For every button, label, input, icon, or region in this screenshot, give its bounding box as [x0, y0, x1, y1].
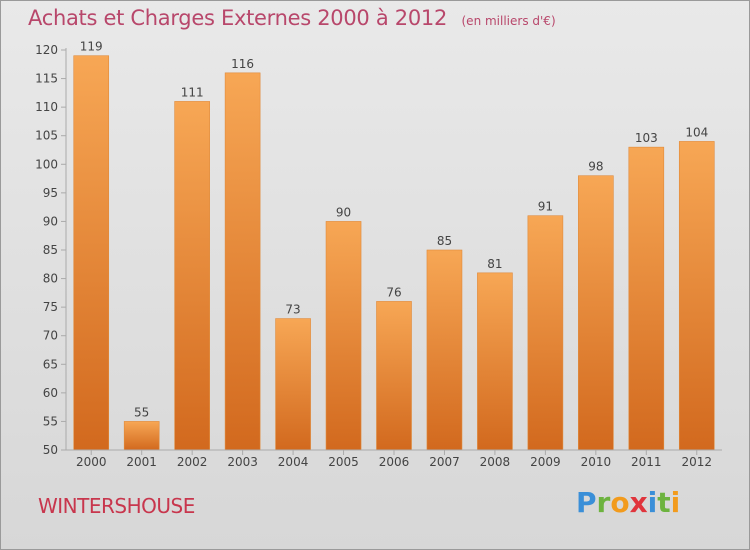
x-tick-label: 2009 [530, 455, 561, 469]
bar-value-label: 55 [134, 405, 149, 419]
brand-letter: t [657, 486, 671, 519]
chart-header: Achats et Charges Externes 2000 à 2012 (… [28, 6, 556, 30]
x-tick-label: 2011 [631, 455, 662, 469]
y-axis: 50 55 60 65 70 75 80 85 90 95 100 105 110 115 120 [35, 43, 67, 457]
y-tick-label: 85 [43, 243, 58, 257]
bar-value-label: 90 [336, 205, 351, 219]
x-tick-label: 2001 [126, 455, 157, 469]
bar-value-label: 91 [538, 200, 553, 214]
y-tick-label: 75 [43, 300, 58, 314]
bar-2004 [275, 318, 311, 451]
x-axis: 2000 2001 2002 2003 2004 2005 2006 2007 2008 2009… [66, 449, 722, 469]
y-tick-label: 95 [43, 186, 58, 200]
x-tick-label: 2006 [379, 455, 410, 469]
y-tick-label: 105 [35, 129, 58, 143]
bar-value-label: 103 [635, 131, 658, 145]
bar-2008 [477, 272, 513, 451]
chart-subtitle: (en milliers d'€) [461, 14, 556, 28]
y-tick-label: 55 [43, 414, 58, 428]
bar-value-label: 116 [231, 57, 254, 71]
x-tick-label: 2004 [278, 455, 309, 469]
bar-2002 [174, 101, 210, 451]
bar-value-label: 85 [437, 234, 452, 248]
bar-2010 [578, 175, 614, 451]
y-tick-label: 80 [43, 272, 58, 286]
bar-2000 [73, 55, 110, 451]
bar-2006 [376, 301, 412, 451]
bar-2003 [224, 72, 261, 451]
y-tick-label: 50 [43, 443, 58, 457]
y-tick-label: 65 [43, 357, 58, 371]
bar-2011 [628, 146, 665, 451]
x-tick-label: 2000 [76, 455, 107, 469]
bar-2005 [325, 221, 362, 451]
bar-value-label: 119 [80, 40, 103, 54]
bar-2001 [123, 421, 160, 451]
bar-value-label: 81 [487, 257, 502, 271]
brand-logo[interactable]: Proxiti [576, 486, 680, 519]
x-tick-label: 2012 [681, 455, 712, 469]
x-tick-label: 2008 [480, 455, 511, 469]
bar-series: 119 55 111 116 73 90 76 85 81 91 98 103 104 [73, 40, 715, 451]
bar-value-label: 104 [685, 125, 708, 139]
brand-letter: i [647, 486, 658, 519]
bar-value-label: 76 [386, 285, 401, 299]
brand-letter: r [596, 486, 611, 519]
x-tick-label: 2010 [581, 455, 612, 469]
y-tick-label: 120 [35, 43, 58, 57]
bar-value-label: 111 [181, 85, 204, 99]
brand-letter: x [629, 486, 648, 519]
x-tick-label: 2002 [177, 455, 208, 469]
chart-title: Achats et Charges Externes 2000 à 2012 [28, 6, 448, 30]
y-tick-label: 110 [35, 100, 58, 114]
bar-2007 [426, 249, 463, 451]
y-tick-label: 60 [43, 386, 58, 400]
bar-2009 [527, 215, 564, 451]
bar-value-label: 98 [588, 160, 603, 174]
brand-letter: i [670, 486, 681, 519]
x-tick-label: 2007 [429, 455, 460, 469]
y-tick-label: 70 [43, 329, 58, 343]
bar-2012 [678, 141, 715, 451]
brand-letter: P [576, 486, 597, 519]
y-tick-label: 90 [43, 214, 58, 228]
x-tick-label: 2003 [227, 455, 258, 469]
x-tick-label: 2005 [328, 455, 359, 469]
y-tick-label: 100 [35, 157, 58, 171]
y-tick-label: 115 [35, 72, 58, 86]
brand-letter: o [610, 486, 630, 519]
bar-value-label: 73 [285, 303, 300, 317]
commune-name: WINTERSHOUSE [38, 494, 195, 518]
